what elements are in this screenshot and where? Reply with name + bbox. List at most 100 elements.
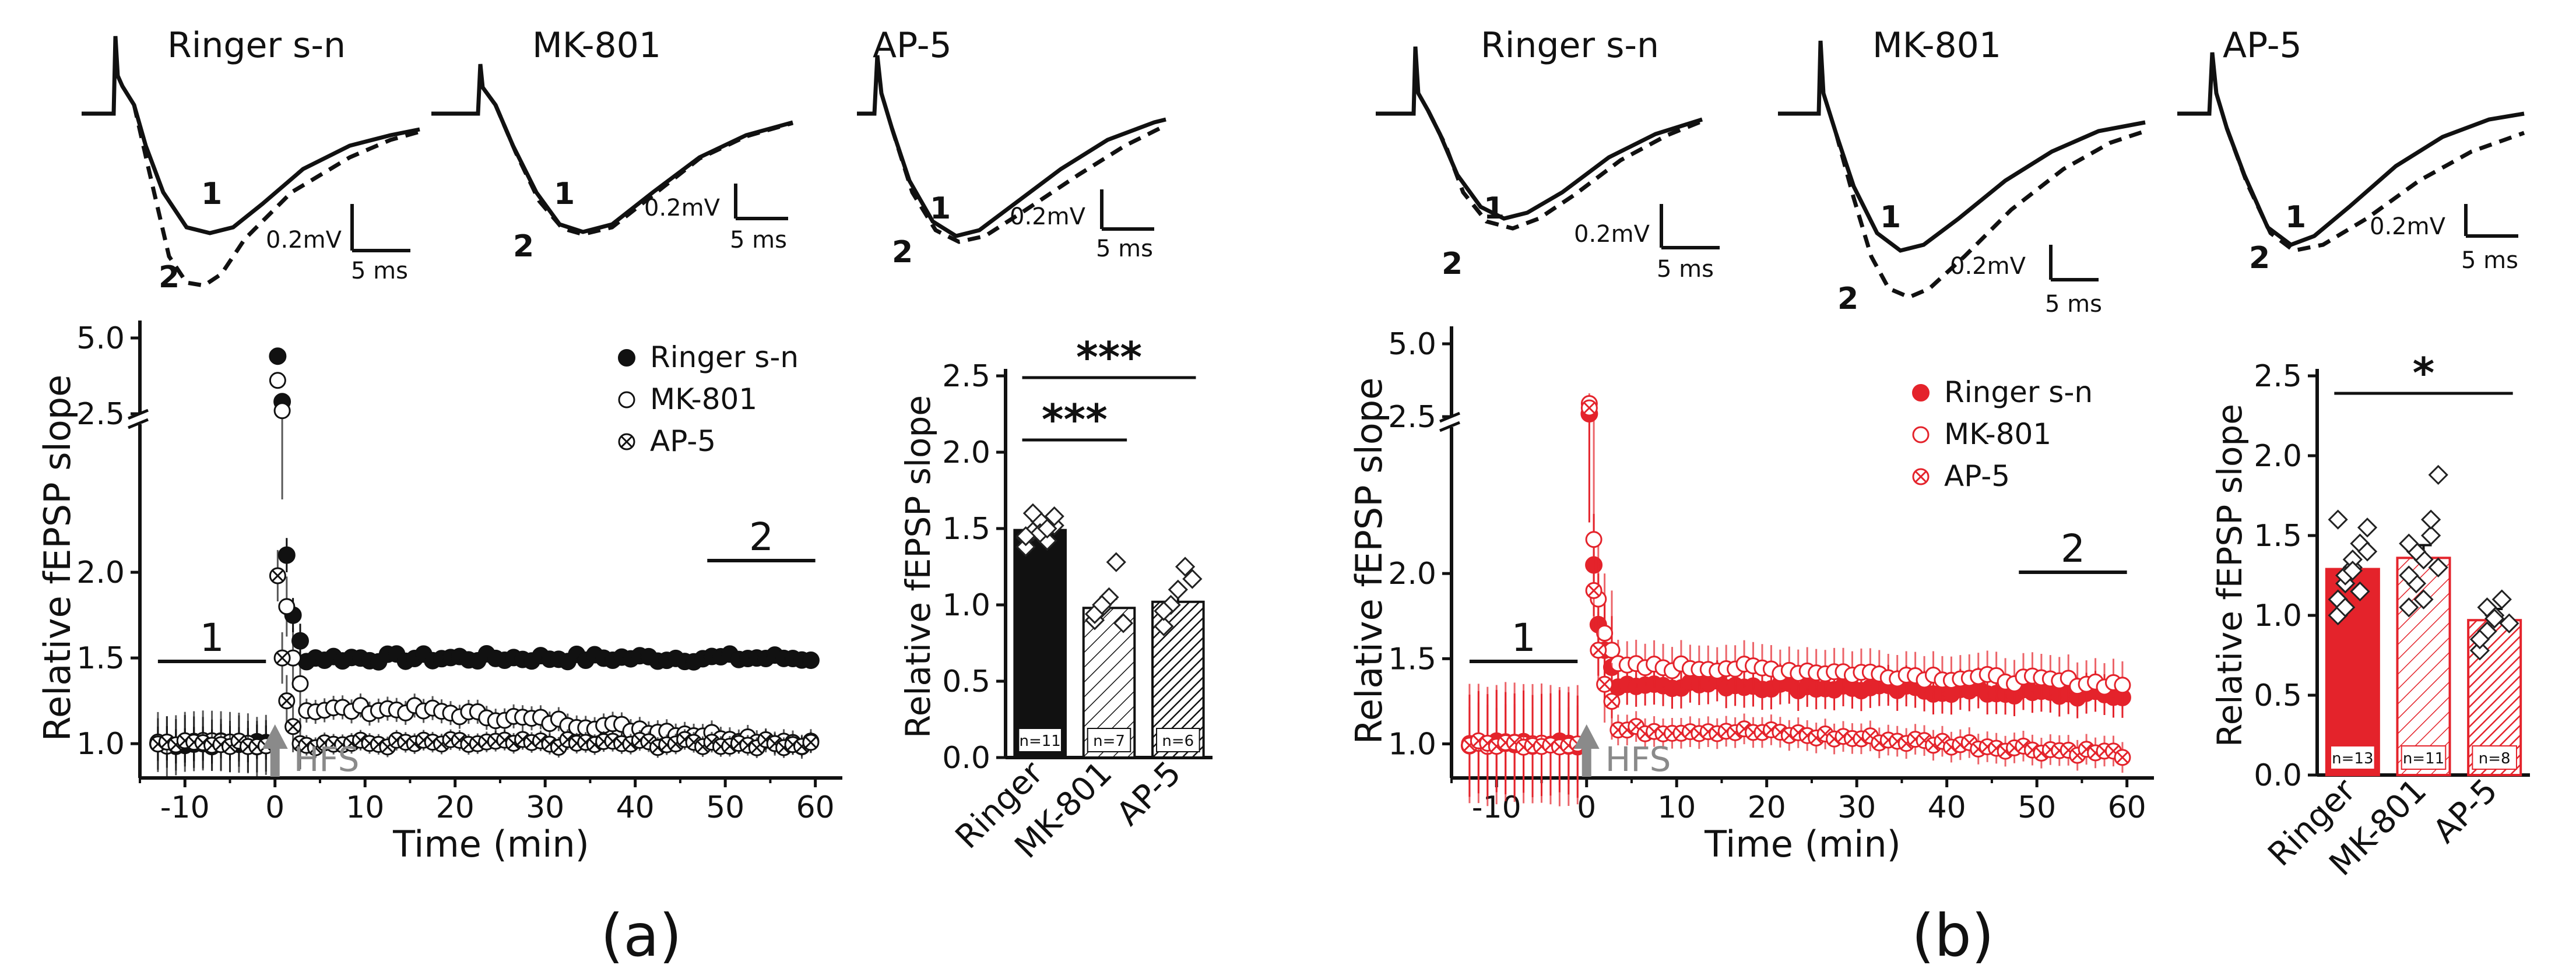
data-point [1015,526,1036,547]
legend-marker [1912,384,1930,402]
y-tick-label: 1.0 [1388,727,1436,762]
y-tick-label: 1.5 [2254,519,2302,554]
data-point-cross [769,737,781,750]
series-ap-5 [1461,399,2131,786]
trace-mark-1: 1 [201,177,222,212]
data-point [1590,642,1607,659]
data-point [1175,557,1196,577]
data-point [1154,601,1174,621]
trace-ap5-a: AP-5 1 2 0.2mV 5 ms [857,25,1167,270]
bar-ringer [1013,529,1067,759]
y-tick-label: 2.0 [1388,557,1436,591]
data-point [802,651,820,669]
data-point [2114,749,2131,766]
data-point [278,692,296,710]
data-point-cross [287,720,299,733]
trace-ltp-line [1426,110,1703,231]
data-point [2335,597,2356,618]
legend-marker [1912,426,1930,443]
scale-mv-label: 0.2mV [1574,221,1650,248]
trace-mark-1: 1 [930,191,951,226]
x-tick-label: 20 [436,790,475,825]
data-point [1113,613,1134,633]
data-point [273,649,291,667]
data-point-cross [276,652,289,664]
data-point [2399,533,2419,554]
data-point-cross [2062,744,2075,756]
n-label-box [2330,745,2375,770]
data-point [291,632,309,650]
series-mk-801 [149,372,820,777]
y-tick-label: 2.0 [2254,439,2302,474]
panel-a: Ringer s-n 1 2 0.2mV 5 ms MK-801 1 2 0.2… [36,25,1213,970]
trace-test-line [1376,46,1703,221]
category-label: AP-5 [2426,772,2505,851]
legend-label: AP-5 [1944,459,2010,493]
data-point [273,402,291,420]
x-tick-label: -10 [160,790,210,825]
y-tick-label: 0.0 [2254,758,2302,793]
trace-mark-2: 2 [159,260,180,295]
hfs-arrow-head [1573,724,1600,749]
x-tick-label: 40 [1928,790,1966,825]
data-point [1154,616,1174,636]
trace-mark-2: 2 [892,235,913,270]
data-point-cross [454,734,466,746]
y-tick-label: 2.5 [942,359,990,394]
data-point-cross [642,735,655,748]
hfs-arrow-shaft [270,748,280,777]
category-label: AP-5 [1109,754,1189,833]
scale-ms-label: 5 ms [351,258,408,284]
period-1-label: 1 [1512,615,1536,660]
trace-mk801-b: MK-801 1 2 0.2mV 5 ms [1778,25,2146,318]
n-label: n=11 [2403,750,2444,767]
y-axis-title: Relative fEPSP slope [2210,404,2250,747]
scale-mv-label: 0.2mV [1010,203,1086,230]
data-point-cross [1819,728,1832,740]
panel-b: Ringer s-n 1 2 0.2mV 5 ms MK-801 1 2 0.2… [1348,25,2530,970]
data-point [1580,399,1598,417]
data-point-cross [543,738,556,751]
data-point-cross [1583,402,1595,414]
n-label-box [1156,728,1200,752]
y-tick-label: 2.0 [76,555,125,590]
trace-mark-2: 2 [2249,241,2270,276]
scale-mv-label: 0.2mV [644,195,721,221]
data-point-cross [705,736,718,748]
trace-mark-2: 2 [513,229,534,264]
data-point-cross [1774,726,1786,738]
n-label: n=8 [2479,750,2511,767]
legend-label: AP-5 [650,424,716,458]
data-point [2357,541,2378,562]
data-point-cross [1936,735,1949,748]
axis-break-mark [128,418,149,429]
trace-mk801-a: MK-801 1 2 0.2mV 5 ms [431,25,793,264]
data-point [1168,579,1188,600]
x-tick-label: 30 [526,790,564,825]
y-tick-label: 1.5 [76,641,125,676]
legend-marker [618,433,635,450]
trace-test-line [82,36,420,235]
scale-mv-label: 0.2mV [266,227,342,253]
data-point [2469,629,2490,650]
trace-test-line [857,55,1166,238]
data-point [2399,565,2419,586]
n-label-box [2401,745,2447,770]
x-tick-label: 30 [1837,790,1876,825]
x-tick-label: 60 [2108,790,2146,825]
data-point [802,734,820,751]
legend-marker-cross [620,435,633,448]
data-point-cross [272,569,284,582]
trace-mark-1: 1 [2285,200,2306,235]
data-point [1585,531,1602,548]
data-point [1044,506,1064,527]
n-label-box [2472,745,2517,770]
hfs-arrow-shaft [1582,748,1591,777]
x-tick-label: 0 [1577,790,1596,825]
legend-marker [618,349,635,367]
y-axis-title: Relative fEPSP slope [36,375,79,742]
y-tick-label: 0.5 [942,664,990,699]
